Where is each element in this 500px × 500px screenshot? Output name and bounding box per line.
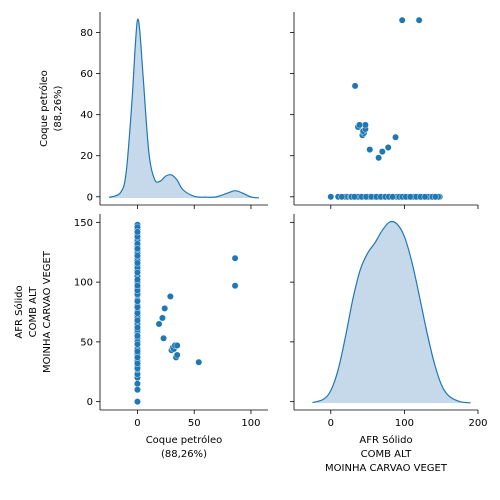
xtick-label-coque-50: 50 (188, 418, 201, 429)
panel-afr-kde (312, 220, 471, 404)
point-bl-60 (134, 386, 141, 394)
point-tr-29 (378, 148, 386, 156)
point-bl-32 (166, 293, 174, 300)
ytick-label-coque-20: 20 (80, 151, 93, 162)
point-bl-64 (134, 348, 141, 355)
point-tr-30 (366, 146, 374, 153)
xlabel-coque-line-1: (88,26%) (161, 449, 207, 460)
point-bl-67 (134, 324, 141, 331)
xtick-label-coque-100: 100 (241, 418, 260, 429)
point-tr-32 (392, 133, 399, 141)
point-tr-61 (338, 193, 346, 201)
point-bl-78 (134, 245, 141, 253)
point-tr-37 (361, 121, 369, 129)
point-bl-0 (134, 398, 141, 406)
kde-afr-line (312, 220, 471, 404)
point-tr-75 (406, 193, 414, 201)
ytick-label-coque-40: 40 (80, 110, 93, 121)
kde-coque-line (108, 18, 259, 199)
point-bl-71 (134, 297, 141, 305)
ylabel-afr-line-2: MOINHA CARVAO VEGET (42, 250, 53, 373)
point-bl-29 (159, 314, 166, 322)
ytick-label-afr-50: 50 (80, 337, 93, 348)
ytick-label-afr-0: 0 (87, 397, 93, 408)
point-bl-79 (134, 228, 141, 236)
xlabel-coque-line-0: Coque petróleo (146, 434, 223, 446)
xlabel-afr-line-0: AFR Sólido (359, 434, 412, 446)
point-bl-61 (134, 380, 141, 388)
ytick-label-coque-80: 80 (80, 28, 93, 39)
point-bl-40 (195, 358, 203, 366)
ylabel-coque-line-1: (88,26%) (53, 85, 64, 131)
xlabel-afr-line-2: MOINHA CARVAO VEGET (325, 463, 448, 474)
point-bl-74 (134, 276, 141, 284)
ytick-label-afr-150: 150 (74, 218, 93, 229)
point-bl-70 (134, 303, 141, 311)
xtick-label-afr-200: 200 (468, 418, 487, 429)
point-tr-42 (415, 16, 423, 24)
point-bl-42 (231, 254, 239, 262)
labels-layer: 0 20 40 60 80 0 50 100 150 0 50 100 0 100 200 Coque pet… (13, 28, 488, 474)
point-tr-0 (327, 193, 335, 201)
ytick-label-coque-60: 60 (80, 69, 93, 80)
xtick-label-coque-0: 0 (134, 418, 140, 429)
point-tr-31 (384, 144, 392, 151)
xlabel-afr-line-1: COMB ALT (361, 449, 413, 460)
point-bl-73 (134, 282, 141, 290)
point-bl-59 (134, 354, 141, 361)
ytick-label-coque-0: 0 (87, 192, 93, 203)
point-tr-79 (431, 193, 439, 201)
point-bl-31 (161, 305, 169, 312)
kde-afr-fill (312, 221, 471, 403)
panel-afr-vs-coque-scatter (134, 221, 239, 406)
point-bl-66 (134, 332, 141, 340)
point-tr-63 (350, 193, 358, 201)
point-bl-63 (134, 359, 141, 367)
point-bl-41 (231, 282, 239, 290)
point-bl-69 (134, 309, 141, 317)
point-tr-28 (375, 154, 383, 162)
point-tr-78 (421, 193, 429, 201)
point-tr-41 (398, 16, 406, 24)
point-bl-65 (134, 340, 141, 348)
point-tr-39 (356, 121, 363, 129)
point-bl-28 (155, 320, 163, 328)
panel-coque-kde (108, 18, 259, 199)
point-bl-68 (134, 316, 141, 324)
point-bl-75 (134, 269, 141, 276)
kde-coque-fill (109, 19, 259, 198)
axes-layer (96, 12, 479, 414)
ylabel-afr-line-0: AFR Sólido (13, 285, 25, 338)
point-tr-40 (351, 82, 359, 90)
xtick-label-afr-100: 100 (395, 418, 414, 429)
point-tr-71 (389, 193, 397, 201)
ytick-label-afr-100: 100 (74, 278, 93, 289)
ylabel-coque-line-0: Coque petróleo (38, 70, 50, 147)
point-bl-76 (134, 259, 141, 267)
point-bl-77 (134, 252, 141, 260)
panel-coque-vs-afr-scatter (327, 16, 444, 201)
point-bl-30 (160, 334, 167, 342)
ylabel-afr-line-1: COMB ALT (28, 286, 39, 338)
point-bl-37 (173, 342, 181, 349)
point-bl-39 (173, 351, 181, 359)
xtick-label-afr-0: 0 (328, 418, 334, 429)
